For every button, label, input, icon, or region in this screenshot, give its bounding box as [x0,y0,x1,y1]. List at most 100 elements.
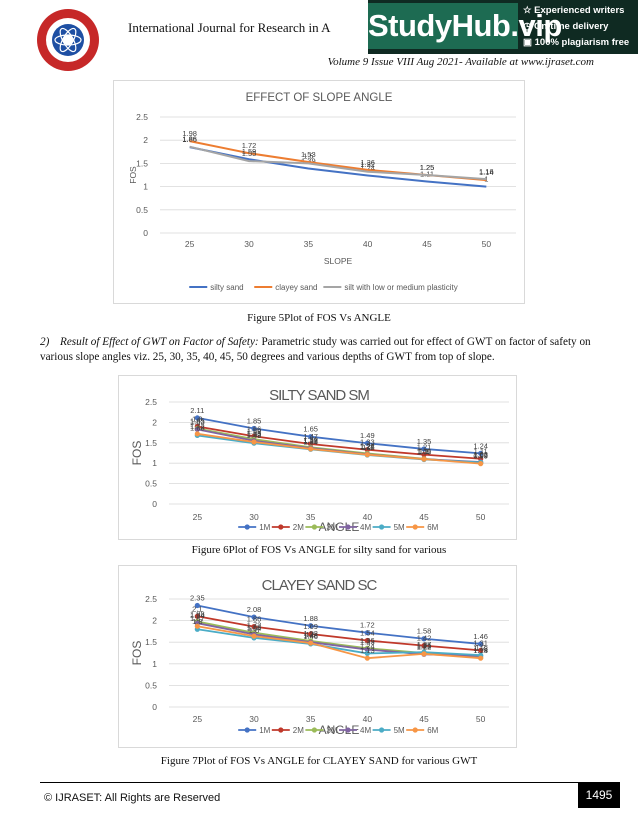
clock-icon: ◷ [523,21,534,32]
data-point-s1-4 [421,643,427,649]
data-label-s0-1: 2.08 [247,605,262,614]
data-label-s2-0: 1.86 [182,135,197,144]
data-label-s4-1: 1.6 [249,626,259,635]
data-label-s1-3: 1.54 [360,628,375,637]
data-label-s1-2: 1.69 [303,622,318,631]
data-label-s5-5: 0.99 [473,452,488,461]
y-tick-label-0: 0 [152,499,157,509]
x-tick-label-5: 50 [476,512,486,522]
data-point-s0-4 [421,446,427,452]
data-point-s0-0 [194,602,200,609]
data-label-s0-2: 1.88 [303,614,318,623]
y-tick-label-5: 2.5 [136,112,148,122]
ad-brand[interactable]: StudyHub.vip [368,3,562,49]
ad-feature-3: ▣ 100% plagiarism free [523,37,630,48]
series-line-0 [197,417,481,455]
figure-6-chart-frame: SILTY SAND SM 0 0.5 1 1.5 2 2.5 25 30 35 40 45 50 ANG… [118,375,517,540]
data-label-s5-2: 1.48 [303,631,318,640]
footer-divider [40,782,600,783]
data-label-s3-0: 1.83 [190,417,205,426]
data-label-s5-3: 1.21 [360,443,375,452]
y-tick-label-1: 0.5 [136,205,148,215]
y-tick-label-1: 0.5 [145,479,157,489]
data-point-s5-5 [478,655,484,661]
data-label-s3-4: 1.1 [419,447,429,456]
data-label-s3-2: 1.37 [303,436,318,445]
data-label-s0-4: 1.58 [417,627,432,636]
legend-marker-2 [311,524,317,530]
y-tick-label-5: 2.5 [145,594,157,604]
data-label-s0-0: 2.11 [190,406,204,415]
legend-label-2: 3M [326,523,337,532]
data-label-s0-4: 1.11 [420,169,434,178]
chart-title: EFFECT OF SLOPE ANGLE [246,92,393,104]
data-point-s1-5 [478,647,484,654]
legend-label-0: silty sand [210,283,243,292]
data-label-s5-2: 1.35 [303,437,318,446]
series-line-0 [197,604,481,645]
data-label-s0-5: 1.46 [473,632,488,641]
data-point-s0-1 [251,614,257,620]
data-label-s1-1: 1.66 [247,424,262,433]
y-tick-label-0: 0 [143,228,148,238]
data-point-s0-2 [308,623,314,629]
data-label-s0-1: 1.59 [242,147,257,156]
series-line-1 [197,425,481,460]
legend-label-3: 4M [360,523,371,532]
data-label-s4-5: 1.2 [475,643,485,652]
legend-label-5: 6M [427,523,438,532]
legend-label-5: 6M [427,726,438,735]
data-label-s1-1: 1.86 [247,615,262,624]
data-label-s4-0: 1.8 [192,617,202,626]
data-label-s0-4: 1.35 [417,437,432,446]
badge-icon: ▣ [523,37,535,48]
data-label-s2-3: 1.32 [360,160,375,169]
data-point-s1-4 [421,452,427,458]
studyhub-ad-banner[interactable]: StudyHub.vip ☆ Experienced writers ◷ On-… [368,0,638,54]
x-tick-label-5: 50 [476,714,486,724]
data-label-s0-0: 2.35 [190,593,205,602]
data-label-s0-0: 1.85 [182,135,197,144]
copyright-text: © IJRASET: All Rights are Reserved [44,792,221,804]
legend-marker-2 [311,727,317,733]
data-label-s3-0: 1.94 [190,611,205,620]
data-label-s4-2: 1.46 [303,632,318,641]
data-label-s4-4: 1.09 [417,448,432,457]
data-point-s5-5 [478,461,484,467]
figure-7-chart-frame: CLAYEY SAND SC 0 0.5 1 1.5 2 2.5 25 30 35 40 45 50 AN… [118,565,517,748]
page-number: 1495 [578,782,620,808]
data-label-s1-2: 1.53 [301,150,316,159]
data-label-s0-1: 1.85 [247,417,262,426]
x-tick-label-3: 40 [363,512,373,522]
data-label-s3-3: 1.22 [360,442,375,451]
data-point-s5-1 [251,633,257,639]
data-label-s1-0: 2.1 [192,604,202,613]
data-label-s3-1: 1.68 [247,622,262,631]
data-label-s2-4: 1.25 [420,163,435,172]
y-tick-label-2: 1 [152,659,157,669]
x-tick-label-3: 40 [363,239,373,249]
x-tick-label-5: 50 [482,239,492,249]
figure-5-chart: EFFECT OF SLOPE ANGLE 0 0.5 1 1.5 2 2.5 25 30 35 4… [128,92,516,292]
legend-label-1: clayey sand [275,283,317,292]
y-tick-label-3: 1.5 [145,637,157,647]
data-label-s2-2: 1.53 [303,629,318,638]
data-label-s4-3: 1.24 [360,641,375,650]
data-label-s0-3: 1.49 [360,431,375,440]
legend-marker-4 [379,524,385,530]
y-tick-label-3: 1.5 [145,438,157,448]
data-label-s2-4: 1.25 [417,641,432,650]
data-label-s5-3: 1.13 [360,646,375,655]
legend-label-1: 2M [293,523,304,532]
data-label-s5-5: 1.13 [473,646,488,655]
data-point-s0-1 [251,425,257,432]
x-tick-label-1: 30 [249,512,259,522]
data-label-s3-2: 1.5 [305,630,315,639]
legend-marker-4 [379,727,385,733]
data-label-s4-4: 1.27 [417,640,432,649]
series-line-5 [197,625,481,660]
data-label-s5-0: 1.87 [190,614,205,623]
data-label-s5-1: 1.52 [247,430,262,439]
legend-marker-3 [345,727,351,733]
